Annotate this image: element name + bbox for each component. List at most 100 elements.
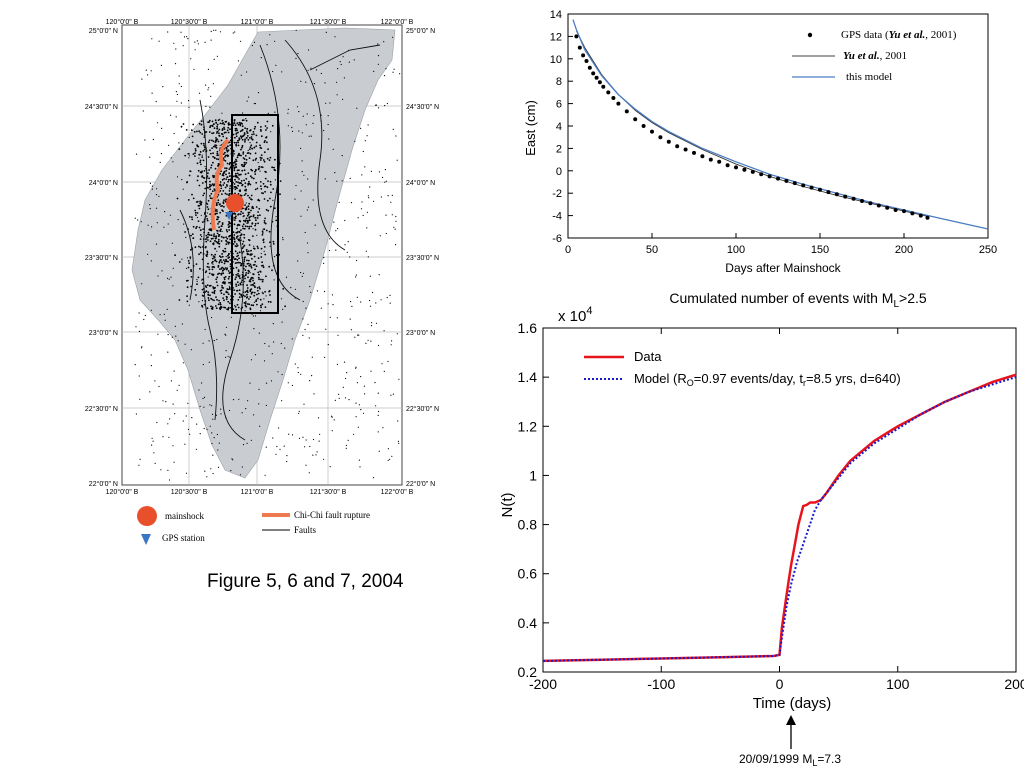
gps-data-point [750,169,755,174]
epicenter-dot [213,266,216,269]
epicenter-dot [332,148,334,150]
epicenter-dot [268,290,270,293]
epicenter-dot [197,204,200,207]
epicenter-dot [246,303,249,305]
epicenter-dot [218,261,221,264]
epicenter-dot [312,199,314,201]
epicenter-dot [241,466,243,468]
epicenter-dot [260,278,262,281]
epicenter-dot [267,112,269,114]
epicenter-dot [188,262,191,265]
epicenter-dot [387,448,389,450]
epicenter-dot [238,230,241,233]
epicenter-dot [385,180,387,182]
epicenter-dot [226,267,229,270]
epicenter-dot [261,261,263,264]
epicenter-dot [167,469,169,471]
epicenter-dot [291,384,293,387]
epicenter-dot [262,241,265,244]
epicenter-dot [255,181,258,184]
epicenter-dot [198,253,201,256]
epicenter-dot [263,220,266,222]
epicenter-dot [306,209,308,211]
epicenter-dot [311,375,313,377]
epicenter-dot [264,290,266,293]
epicenter-dot [250,136,253,138]
epicenter-dot [260,154,263,157]
epicenter-dot [196,280,198,283]
epicenter-dot [228,288,231,290]
epicenter-dot [190,170,192,172]
epicenter-dot [301,132,303,134]
gps-legend: GPS data (Yu et al., 2001) Yu et al., 20… [792,29,957,83]
epicenter-dot [264,474,266,476]
epicenter-dot [190,285,193,288]
epicenter-dot [267,300,270,303]
epicenter-dot [245,118,247,120]
epicenter-dot [211,405,213,407]
epicenter-dot [197,43,199,45]
epicenter-dot [247,205,250,208]
epicenter-dot [204,187,207,190]
epicenter-dot [265,208,268,211]
epicenter-dot [268,159,271,162]
epicenter-dot [344,397,347,399]
epicenter-dot [235,166,237,168]
epicenter-dot [263,141,266,144]
map-tick-bottom: 120°30'0" B [171,488,208,496]
epicenter-dot [257,247,259,250]
epicenter-dot [242,157,245,159]
epicenter-dot [306,113,308,115]
epicenter-dot [247,272,250,274]
epicenter-dot [197,220,200,223]
epicenter-dot [250,198,253,201]
epicenter-dot [264,222,267,225]
epicenter-dot [214,259,217,261]
epicenter-dot [348,399,350,401]
epicenter-dot [203,170,206,172]
epicenter-dot [249,307,252,310]
epicenter-dot [333,221,335,223]
epicenter-dot [266,199,269,202]
epicenter-dot [201,282,204,284]
epicenter-dot [367,256,369,258]
epicenter-dot [366,135,368,137]
epicenter-dot [250,249,252,252]
epicenter-dot [253,41,256,44]
epicenter-dot [218,220,221,223]
epicenter-dot [237,273,239,275]
epicenter-dot [251,283,254,286]
epicenter-dot [260,256,263,258]
epicenter-dot [228,172,231,175]
epicenter-dot [262,228,264,230]
epicenter-dot [268,345,270,347]
epicenter-dot [381,363,383,365]
epicenter-dot [230,316,232,318]
epicenter-dot [255,134,258,137]
epicenter-dot [249,278,252,281]
epicenter-dot [377,43,379,45]
epicenter-dot [232,243,235,245]
map-tick-left: 22°30'0" N [85,405,118,413]
epicenter-dot [205,240,208,243]
annotation-b: L [812,758,817,768]
epicenter-dot [211,413,214,415]
epicenter-dot [238,398,240,400]
epicenter-dot [237,306,240,309]
epicenter-dot [219,303,222,306]
epicenter-dot [188,174,191,177]
epicenter-dot [217,216,220,219]
epicenter-dot [274,111,276,113]
epicenter-dot [295,184,297,187]
epicenter-dot [162,86,164,88]
epicenter-dot [198,226,201,229]
epicenter-dot [378,410,380,413]
epicenter-dot [347,241,349,243]
epicenter-dot [196,162,199,165]
epicenter-dot [223,278,226,281]
events-y-tick-label: 0.4 [518,615,538,631]
epicenter-dot [213,157,216,160]
epicenter-dot [225,290,228,293]
epicenter-dot [241,165,243,167]
epicenter-dot [196,130,198,133]
